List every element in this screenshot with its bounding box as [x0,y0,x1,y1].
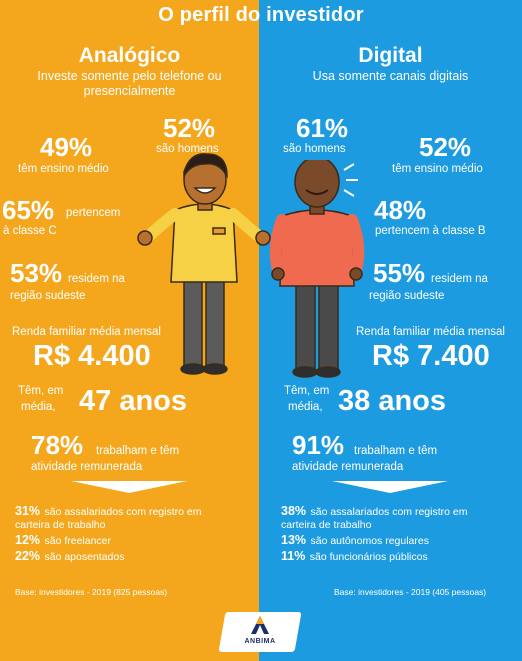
right-base-note: Base: investidores - 2019 (405 pessoas) [334,587,487,597]
right-detail-1-percent: 38% [281,504,307,518]
left-subtitle-line2: presencialmente [83,84,176,98]
left-detail-1-text: são assalariados com registro em [44,506,202,518]
left-income-value: R$ 4.400 [33,340,151,372]
left-detail-2-text: são freelancer [44,535,112,547]
left-detail-3-text: são aposentados [44,551,125,563]
left-region-text2: região sudeste [10,290,86,302]
left-men-text: são homens [156,143,219,155]
right-heading: Digital [358,44,423,67]
digital-investor-illustration [269,160,365,378]
left-detail-1-text2: carteira de trabalho [15,519,106,531]
left-age-value: 47 anos [79,385,187,417]
analog-investor-illustration [137,153,271,375]
left-men-percent: 52% [163,113,216,143]
right-men-text: são homens [283,143,346,155]
right-education-text: têm ensino médio [392,163,483,175]
right-detail-2-text: são autônomos regulares [310,535,429,547]
left-education-percent: 49% [40,132,93,162]
right-work-percent: 91% [292,430,345,460]
left-class-percent: 65% [2,195,55,225]
right-down-arrow [332,481,448,493]
anbima-logo-mark-icon [251,616,269,634]
right-region-percent: 55% [373,258,426,288]
right-income-label: Renda familiar média mensal [356,326,505,338]
left-region-percent: 53% [10,258,63,288]
left-age-text2: média, [21,401,56,413]
right-detail-2-percent: 13% [281,533,307,547]
right-detail-3: 11% são funcionários públicos [281,547,521,565]
right-education-percent: 52% [419,132,472,162]
left-subtitle-line1: Investe somente pelo telefone ou [37,69,222,83]
left-work-text2: atividade remunerada [31,461,143,473]
right-work-text1: trabalham e têm [354,445,438,457]
right-income-value: R$ 7.400 [372,340,490,372]
right-detail-1: 38% são assalariados com registro em [281,502,521,520]
right-men-percent: 61% [296,113,349,143]
left-education-text: têm ensino médio [18,163,109,175]
left-income-label: Renda familiar média mensal [12,326,161,338]
anbima-logo-text: ANBIMA [244,638,276,645]
left-region-text1: residem na [68,273,125,285]
left-detail-2-percent: 12% [15,533,41,547]
left-detail-3-percent: 22% [15,549,41,563]
right-region-text2: região sudeste [369,290,445,302]
left-work-percent: 78% [31,430,84,460]
left-down-arrow [71,481,187,493]
right-class-text: pertencem à classe B [375,225,486,237]
right-work-text2: atividade remunerada [292,461,404,473]
right-detail-3-percent: 11% [281,549,306,563]
left-detail-3: 22% são aposentados [15,547,255,565]
left-class-text2: à classe C [3,225,57,237]
left-work-text1: trabalham e têm [96,445,180,457]
left-base-note: Base: investidores - 2019 (825 pessoas) [15,587,168,597]
right-detail-1-text: são assalariados com registro em [310,506,468,518]
left-heading: Analógico [78,44,181,67]
left-detail-1-percent: 31% [15,504,41,518]
right-subtitle: Usa somente canais digitais [312,69,469,83]
right-region-text1: residem na [431,273,488,285]
right-age-text1: Têm, em [284,385,330,397]
left-age-text1: Têm, em [18,385,64,397]
right-detail-2: 13% são autônomos regulares [281,531,521,549]
left-detail-1: 31% são assalariados com registro em [15,502,255,520]
right-age-text2: média, [288,401,323,413]
right-age-value: 38 anos [338,385,446,417]
left-detail-2: 12% são freelancer [15,531,255,549]
right-class-percent: 48% [374,195,427,225]
right-detail-3-text: são funcionários públicos [309,551,428,563]
page-title: O perfil do investidor [158,4,364,26]
right-detail-1-text2: carteira de trabalho [281,519,372,531]
left-class-text1: pertencem [66,207,121,219]
